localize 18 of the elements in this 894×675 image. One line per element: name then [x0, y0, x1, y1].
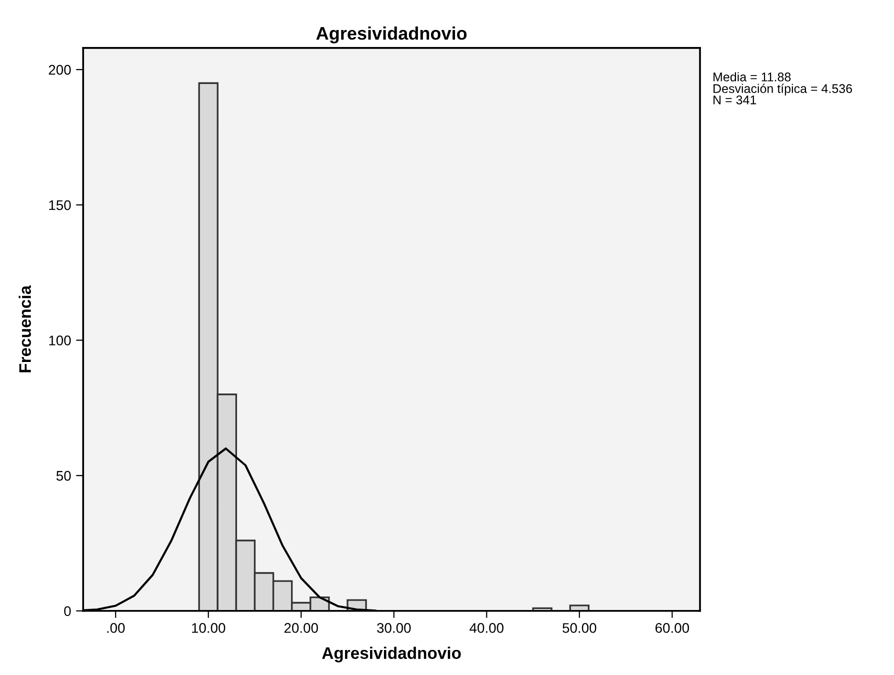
x-tick-label: .00: [107, 623, 125, 633]
x-tick-label: 60.00: [656, 623, 690, 633]
text: N = 341: [714, 96, 756, 104]
y-tick-label: 50: [56, 470, 71, 481]
y-tick-label: 100: [49, 336, 71, 346]
text: Media = 11.88: [714, 72, 791, 82]
x-tick-label: 30.00: [377, 623, 411, 633]
x-axis-title: Agresividadnovio: [322, 646, 461, 662]
x-tick-label: 10.00: [192, 623, 226, 633]
y-axis-title: Frecuencia: [18, 285, 31, 372]
y-tick-label: 0: [64, 606, 71, 616]
text: Desviación típica = 4.536: [714, 84, 852, 96]
x-tick-label: 50.00: [562, 623, 596, 633]
chart-title: Agresividadnovio: [316, 26, 467, 44]
x-tick-label: 20.00: [284, 623, 318, 633]
y-tick-label: 200: [48, 64, 71, 75]
x-tick-label: 40.00: [470, 623, 504, 633]
y-tick-label: 150: [49, 200, 71, 210]
